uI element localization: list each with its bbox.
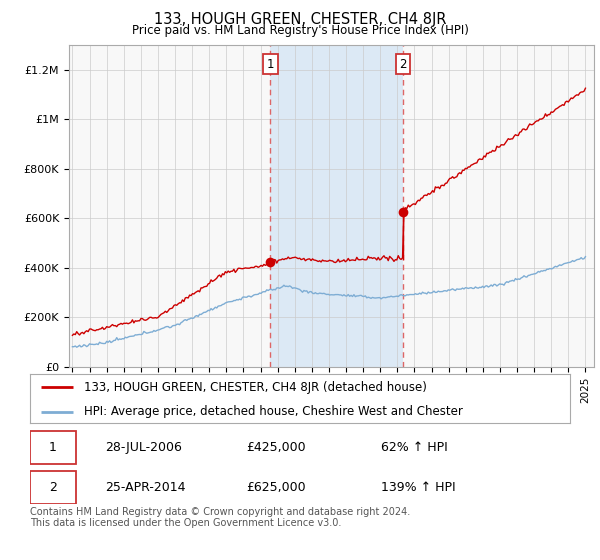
Bar bbox=[270, 45, 403, 367]
FancyBboxPatch shape bbox=[30, 431, 76, 464]
FancyBboxPatch shape bbox=[30, 471, 76, 504]
Text: £625,000: £625,000 bbox=[246, 481, 305, 494]
Text: 133, HOUGH GREEN, CHESTER, CH4 8JR (detached house): 133, HOUGH GREEN, CHESTER, CH4 8JR (deta… bbox=[84, 381, 427, 394]
Text: 1: 1 bbox=[266, 58, 274, 71]
Text: 2: 2 bbox=[49, 481, 57, 494]
Text: £425,000: £425,000 bbox=[246, 441, 305, 454]
Text: 25-APR-2014: 25-APR-2014 bbox=[106, 481, 186, 494]
Text: 62% ↑ HPI: 62% ↑ HPI bbox=[381, 441, 448, 454]
Text: Contains HM Land Registry data © Crown copyright and database right 2024.
This d: Contains HM Land Registry data © Crown c… bbox=[30, 507, 410, 529]
Text: 28-JUL-2006: 28-JUL-2006 bbox=[106, 441, 182, 454]
Text: 1: 1 bbox=[49, 441, 57, 454]
Text: 2: 2 bbox=[399, 58, 407, 71]
Text: Price paid vs. HM Land Registry's House Price Index (HPI): Price paid vs. HM Land Registry's House … bbox=[131, 24, 469, 36]
Text: HPI: Average price, detached house, Cheshire West and Chester: HPI: Average price, detached house, Ches… bbox=[84, 405, 463, 418]
Text: 139% ↑ HPI: 139% ↑ HPI bbox=[381, 481, 455, 494]
Text: 133, HOUGH GREEN, CHESTER, CH4 8JR: 133, HOUGH GREEN, CHESTER, CH4 8JR bbox=[154, 12, 446, 27]
